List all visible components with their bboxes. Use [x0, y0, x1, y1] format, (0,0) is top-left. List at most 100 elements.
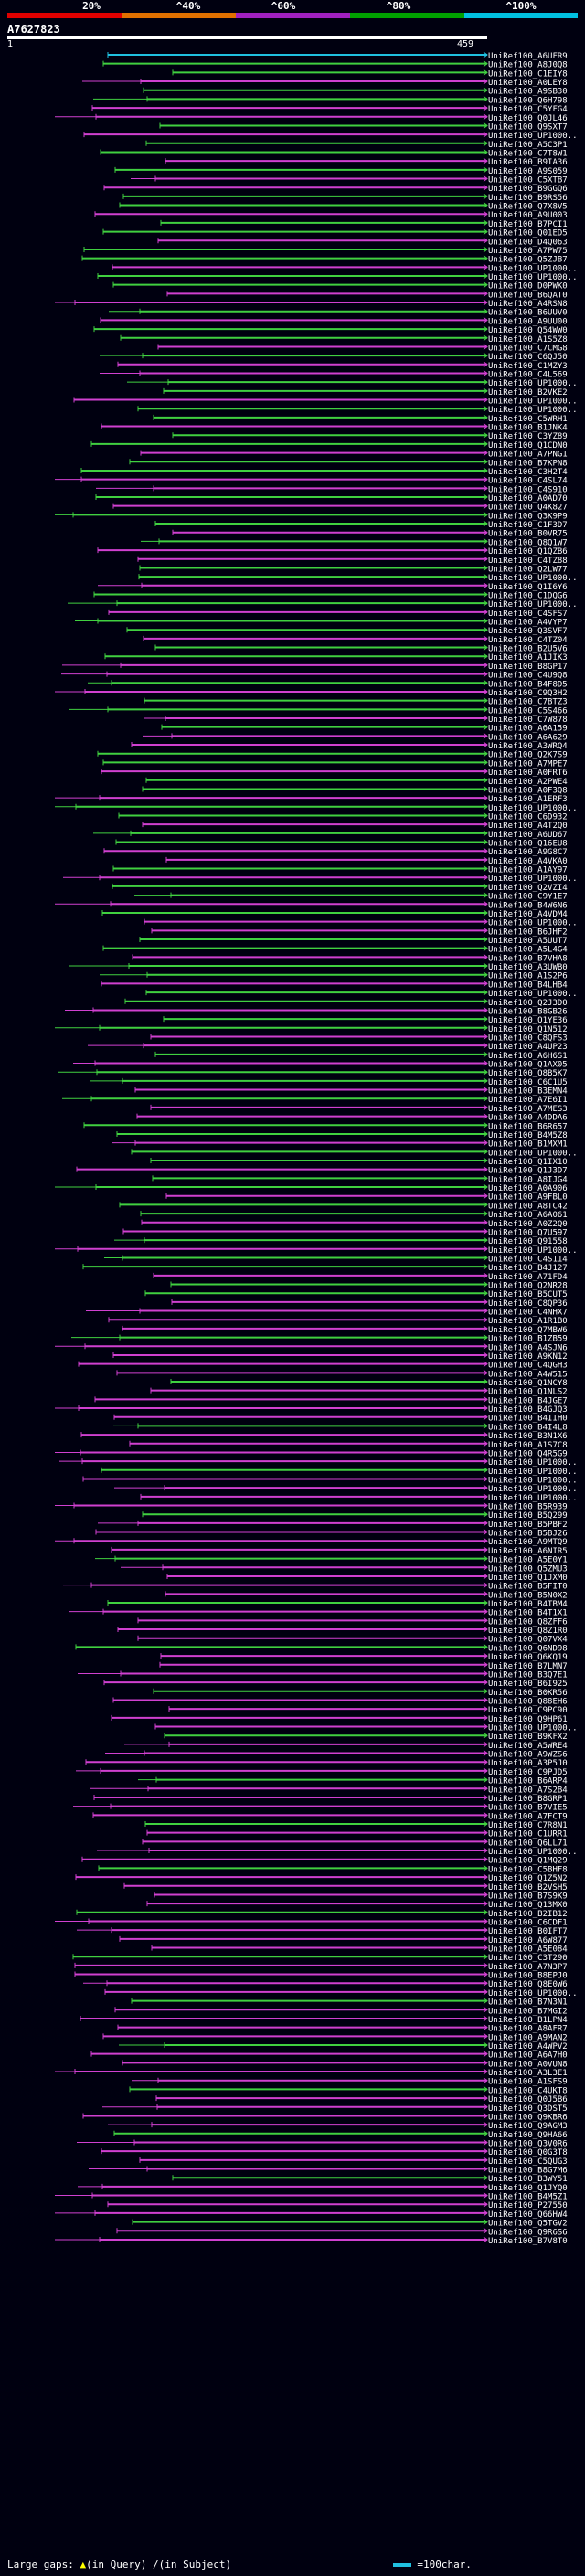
hit-label[interactable]: UniRef100_B4F8D5 — [488, 680, 568, 689]
hit-label[interactable]: UniRef100_A0LEY8 — [488, 79, 568, 88]
hit-label[interactable]: UniRef100_B4IIH0 — [488, 1415, 568, 1424]
hit-label[interactable]: UniRef100_B8G7M6 — [488, 2167, 568, 2176]
hit-label[interactable]: UniRef100_B5R939 — [488, 1503, 568, 1512]
hit-label[interactable]: UniRef100_B3Q7E1 — [488, 1670, 568, 1680]
hit-label[interactable]: UniRef100_Q13MX0 — [488, 1901, 568, 1910]
hit-label[interactable]: UniRef100_Q66HW4 — [488, 2210, 568, 2220]
hit-label[interactable]: UniRef100_Q1J3D7 — [488, 1167, 568, 1176]
hit-label[interactable]: UniRef100_UP1000.. — [488, 919, 578, 928]
hit-label[interactable]: UniRef100_Q9SXT7 — [488, 122, 568, 132]
hit-label[interactable]: UniRef100_B5PBF2 — [488, 1521, 568, 1530]
hit-label[interactable]: UniRef100_UP1000.. — [488, 1989, 578, 1998]
hit-label[interactable]: UniRef100_C5S466 — [488, 706, 568, 716]
hit-label[interactable]: UniRef100_A3UWB0 — [488, 963, 568, 972]
hit-label[interactable]: UniRef100_B4M5Z1 — [488, 2193, 568, 2202]
hit-label[interactable]: UniRef100_C3YZ89 — [488, 432, 568, 441]
hit-label[interactable]: UniRef100_B6JHF2 — [488, 928, 568, 937]
hit-label[interactable]: UniRef100_Q6LL71 — [488, 1839, 568, 1848]
hit-label[interactable]: UniRef100_Q88EH6 — [488, 1697, 568, 1706]
hit-label[interactable]: UniRef100_A5C3P1 — [488, 141, 568, 150]
hit-label[interactable]: UniRef100_Q1AX05 — [488, 1061, 568, 1070]
hit-label[interactable]: UniRef100_Q1JXM0 — [488, 1574, 568, 1583]
hit-label[interactable]: UniRef100_A7PW75 — [488, 247, 568, 256]
hit-label[interactable]: UniRef100_Q2VZI4 — [488, 884, 568, 893]
hit-label[interactable]: UniRef100_C3T290 — [488, 1954, 568, 1963]
hit-label[interactable]: UniRef100_Q9KBR6 — [488, 2113, 568, 2122]
hit-label[interactable]: UniRef100_C4U9Q8 — [488, 672, 568, 681]
hit-label[interactable]: UniRef100_A9UU00 — [488, 317, 568, 326]
hit-label[interactable]: UniRef100_Q1Z5N2 — [488, 1874, 568, 1883]
hit-label[interactable]: UniRef100_A1R1B0 — [488, 1317, 568, 1326]
hit-label[interactable]: UniRef100_A4W515 — [488, 1370, 568, 1379]
hit-label[interactable]: UniRef100_C5BHF8 — [488, 1865, 568, 1874]
hit-label[interactable]: UniRef100_Q5ZMU3 — [488, 1564, 568, 1574]
hit-label[interactable]: UniRef100_UP1000.. — [488, 875, 578, 884]
hit-label[interactable]: UniRef100_UP1000.. — [488, 379, 578, 388]
hit-label[interactable]: UniRef100_A5E0Y1 — [488, 1556, 568, 1565]
hit-label[interactable]: UniRef100_Q3DST5 — [488, 2104, 568, 2114]
hit-label[interactable]: UniRef100_A0VUN8 — [488, 2060, 568, 2069]
hit-label[interactable]: UniRef100_A9SB30 — [488, 88, 568, 97]
hit-label[interactable]: UniRef100_Q07VX4 — [488, 1636, 568, 1645]
hit-label[interactable]: UniRef100_B0VR75 — [488, 530, 568, 539]
hit-label[interactable]: UniRef100_UP1000.. — [488, 132, 578, 141]
hit-label[interactable]: UniRef100_C7R8N1 — [488, 1821, 568, 1830]
hit-label[interactable]: UniRef100_Q1N512 — [488, 1025, 568, 1034]
hit-label[interactable]: UniRef100_UP1000.. — [488, 1476, 578, 1485]
hit-label[interactable]: UniRef100_UP1000.. — [488, 1494, 578, 1503]
hit-label[interactable]: UniRef100_C1MZY3 — [488, 362, 568, 371]
hit-label[interactable]: UniRef100_A8J0Q8 — [488, 61, 568, 70]
hit-label[interactable]: UniRef100_B6QAT0 — [488, 291, 568, 300]
hit-label[interactable]: UniRef100_A3P5J0 — [488, 1759, 568, 1768]
hit-label[interactable]: UniRef100_UP1000.. — [488, 1246, 578, 1256]
hit-label[interactable]: UniRef100_D0PWK0 — [488, 282, 568, 292]
hit-label[interactable]: UniRef100_Q2NR28 — [488, 1282, 568, 1291]
hit-label[interactable]: UniRef100_A4VDM4 — [488, 910, 568, 919]
hit-label[interactable]: UniRef100_Q7U597 — [488, 1228, 568, 1237]
hit-label[interactable]: UniRef100_B8GRP1 — [488, 1795, 568, 1804]
hit-label[interactable]: UniRef100_Q3K9P9 — [488, 512, 568, 521]
hit-label[interactable]: UniRef100_Q1JYQ0 — [488, 2184, 568, 2193]
hit-label[interactable]: UniRef100_Q6ND98 — [488, 1644, 568, 1653]
hit-label[interactable]: UniRef100_A9S059 — [488, 167, 568, 176]
hit-label[interactable]: UniRef100_Q1IX10 — [488, 1158, 568, 1167]
hit-label[interactable]: UniRef100_B1JNK4 — [488, 424, 568, 433]
hit-label[interactable]: UniRef100_Q9HA66 — [488, 2131, 568, 2140]
hit-label[interactable]: UniRef100_UP1000.. — [488, 398, 578, 407]
hit-label[interactable]: UniRef100_Q0G3T8 — [488, 2148, 568, 2157]
hit-label[interactable]: UniRef100_A1ERF3 — [488, 795, 568, 804]
hit-label[interactable]: UniRef100_Q2K7S9 — [488, 751, 568, 760]
hit-label[interactable]: UniRef100_A0Z2Q0 — [488, 1220, 568, 1229]
hit-label[interactable]: UniRef100_A5L4G4 — [488, 946, 568, 955]
hit-label[interactable]: UniRef100_B3N1X6 — [488, 1432, 568, 1441]
hit-label[interactable]: UniRef100_Q9R6S6 — [488, 2228, 568, 2237]
hit-label[interactable]: UniRef100_A4DDA6 — [488, 1114, 568, 1123]
hit-label[interactable]: UniRef100_B6ARP4 — [488, 1777, 568, 1786]
hit-label[interactable]: UniRef100_B3EMN4 — [488, 1087, 568, 1097]
hit-label[interactable]: UniRef100_C7T8W1 — [488, 149, 568, 158]
hit-label[interactable]: UniRef100_Q01ED5 — [488, 229, 568, 239]
hit-label[interactable]: UniRef100_A7MES3 — [488, 1105, 568, 1114]
hit-label[interactable]: UniRef100_A5WRE4 — [488, 1742, 568, 1751]
hit-label[interactable]: UniRef100_Q2LW77 — [488, 565, 568, 574]
hit-label[interactable]: UniRef100_UP1000.. — [488, 264, 578, 273]
hit-label[interactable]: UniRef100_A5E084 — [488, 1945, 568, 1955]
hit-label[interactable]: UniRef100_B0KR56 — [488, 1689, 568, 1698]
hit-label[interactable]: UniRef100_C4S910 — [488, 485, 568, 494]
hit-label[interactable]: UniRef100_B9RS56 — [488, 194, 568, 203]
hit-label[interactable]: UniRef100_B8EPJ0 — [488, 1972, 568, 1981]
hit-label[interactable]: UniRef100_Q1CDN0 — [488, 441, 568, 451]
hit-label[interactable]: UniRef100_A6W877 — [488, 1936, 568, 1945]
hit-label[interactable]: UniRef100_C5YFG4 — [488, 105, 568, 114]
hit-label[interactable]: UniRef100_C6CDF1 — [488, 1918, 568, 1927]
hit-label[interactable]: UniRef100_B4TBM4 — [488, 1600, 568, 1609]
hit-label[interactable]: UniRef100_A2PWE4 — [488, 778, 568, 787]
hit-label[interactable]: UniRef100_A6A629 — [488, 733, 568, 742]
hit-label[interactable]: UniRef100_A4RSN8 — [488, 300, 568, 309]
hit-label[interactable]: UniRef100_C4TZ04 — [488, 636, 568, 645]
hit-label[interactable]: UniRef100_B4W6N6 — [488, 901, 568, 910]
hit-label[interactable]: UniRef100_UP1000.. — [488, 406, 578, 415]
hit-label[interactable]: UniRef100_UP1000.. — [488, 1724, 578, 1733]
hit-label[interactable]: UniRef100_B6R657 — [488, 1122, 568, 1131]
hit-label[interactable]: UniRef100_A3L3E1 — [488, 2069, 568, 2078]
